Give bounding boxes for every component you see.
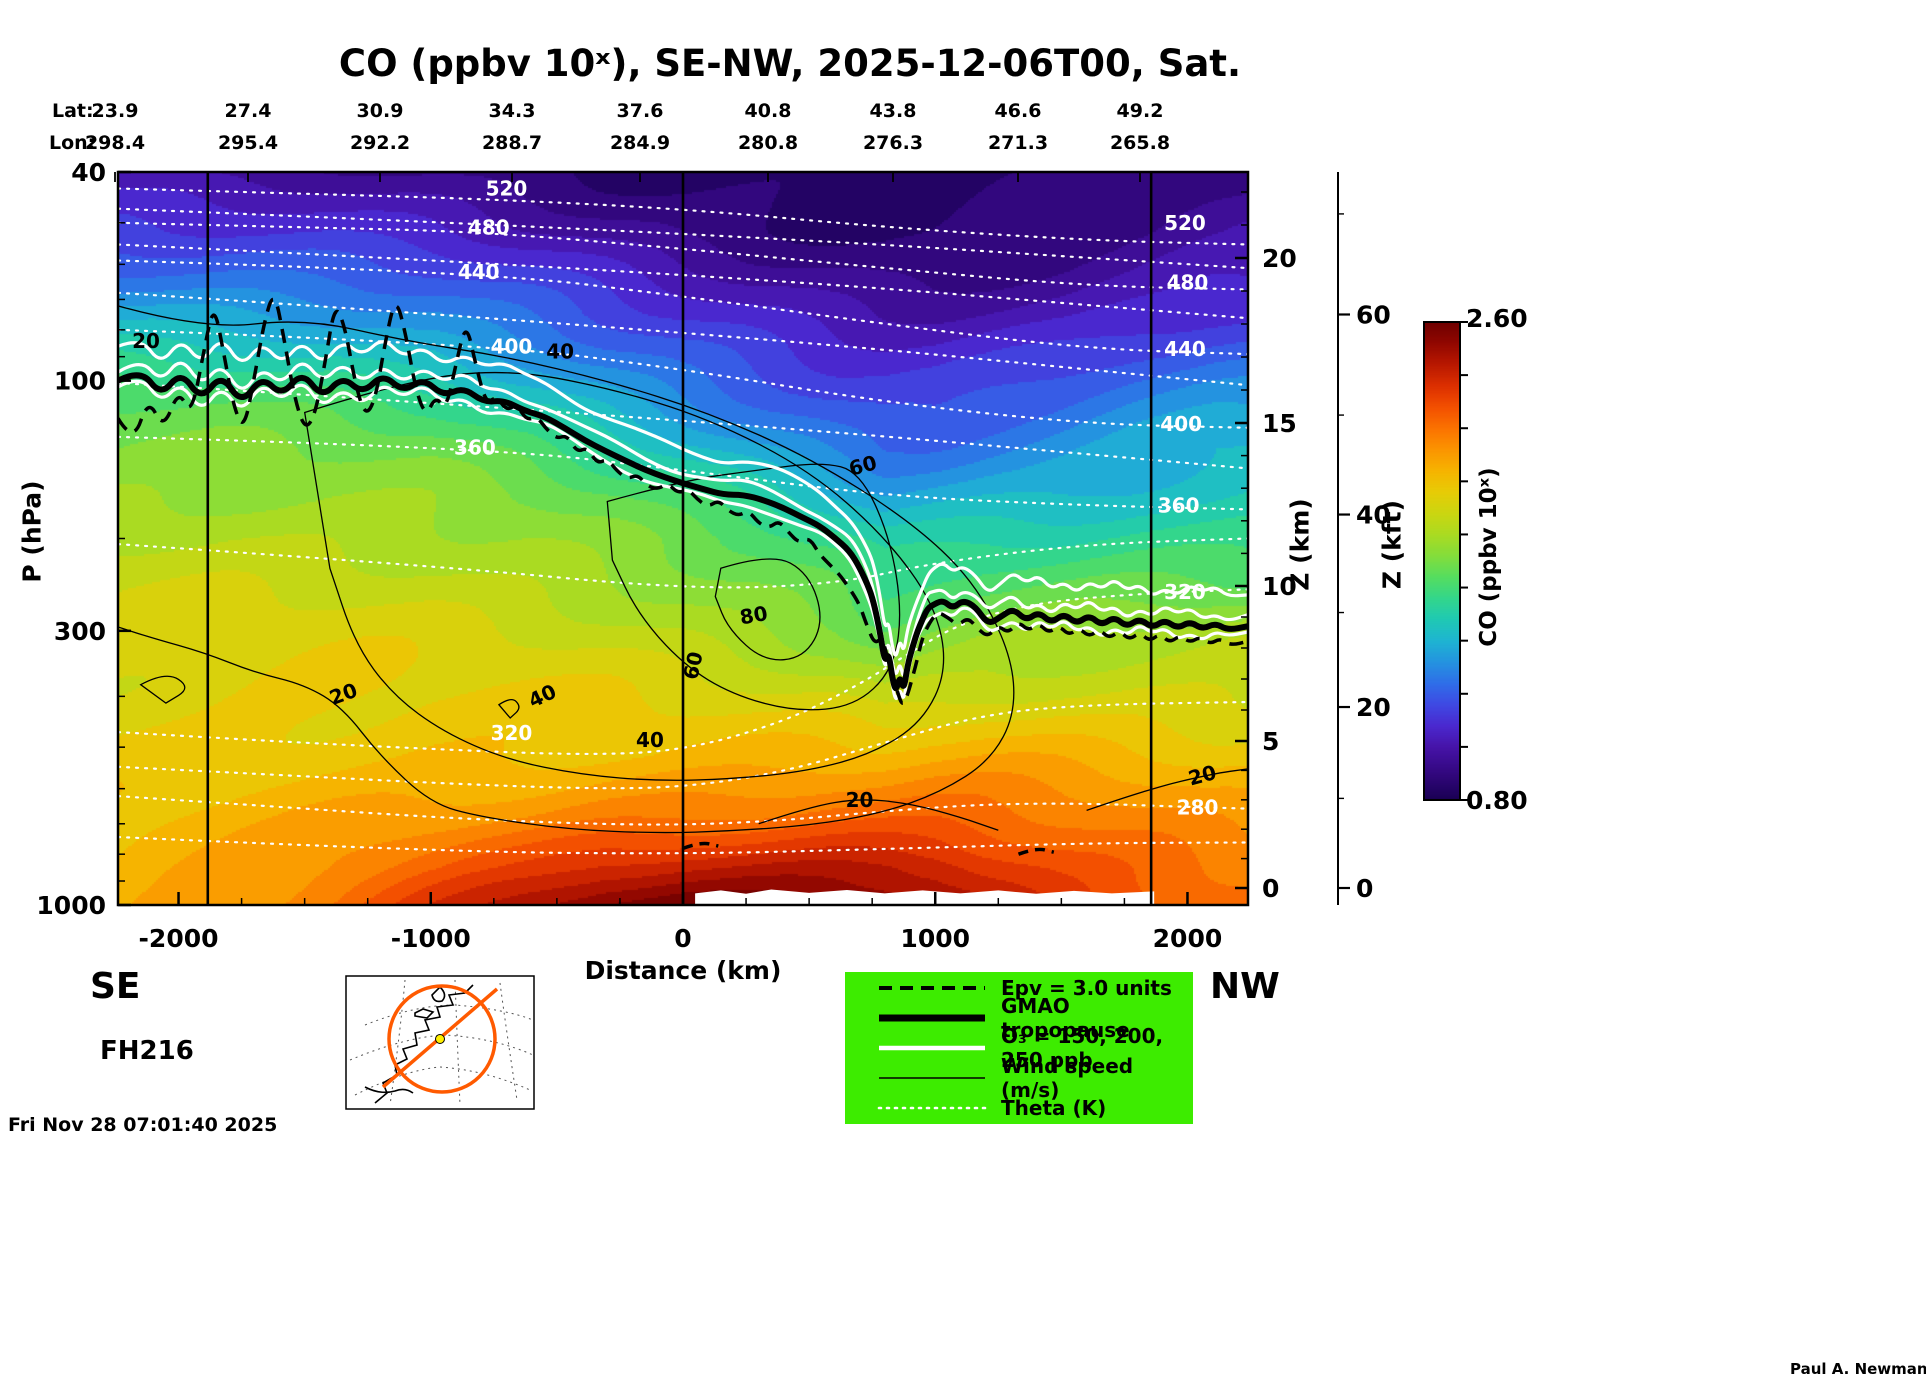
x-tick-label: -2000 [139, 924, 219, 953]
legend-label: O₃ = 150, 200, 250 ppb [1001, 1024, 1164, 1072]
p-tick-label: 1000 [36, 891, 106, 920]
legend-label: GMAO tropopause [1001, 994, 1130, 1042]
colorbar-gradient [1424, 322, 1460, 800]
corner-label-se: SE [90, 966, 141, 1007]
lon-prefix: Lon: [49, 132, 96, 154]
corner-label-nw: NW [1210, 966, 1280, 1007]
co-cross-section-field [118, 172, 1248, 905]
legend-item-2: O₃ = 150, 200, 250 ppb [845, 1024, 1193, 1072]
legend-item-1: GMAO tropopause [845, 994, 1193, 1042]
lat-value: 37.6 [616, 100, 664, 122]
colorbar-title: CO (ppbv 10ˣ) [1476, 467, 1502, 647]
lon-value: 265.8 [1109, 132, 1171, 154]
y-axis-label-zkm: Z (km) [1285, 498, 1315, 591]
lon-value: 284.9 [609, 132, 671, 154]
legend-item-0: Epv = 3.0 units [845, 975, 1193, 1001]
x-tick-label: 1000 [900, 924, 970, 953]
zkm-tick-label: 5 [1262, 727, 1279, 756]
legend-label: Wind speed (m/s) [1001, 1054, 1134, 1102]
p-tick-label: 100 [54, 367, 106, 396]
colorbar-min-label: 0.80 [1466, 786, 1528, 815]
lat-value: 34.3 [488, 100, 536, 122]
aircraft-marker [435, 1034, 445, 1044]
lon-value: 288.7 [481, 132, 543, 154]
lat-value: 40.8 [744, 100, 792, 122]
zkft-tick-label: 60 [1356, 300, 1391, 329]
zkm-tick-label: 0 [1262, 874, 1279, 903]
x-tick-label: 0 [674, 924, 691, 953]
legend-item-4: Theta (K) [845, 1095, 1193, 1121]
lon-value: 298.4 [84, 132, 146, 154]
lat-value: 43.8 [869, 100, 917, 122]
zkft-tick-label: 20 [1356, 693, 1391, 722]
legend-line-sample [879, 1077, 985, 1079]
lat-value: 30.9 [356, 100, 404, 122]
lat-prefix: Lat: [52, 100, 94, 122]
zkm-tick-label: 20 [1262, 244, 1297, 273]
transect-circle [387, 984, 497, 1094]
p-tick-label: 40 [71, 158, 106, 187]
colorbar-max-label: 2.60 [1466, 304, 1528, 333]
legend-label: Theta (K) [1001, 1096, 1107, 1120]
lat-value: 46.6 [994, 100, 1042, 122]
lat-value: 49.2 [1116, 100, 1164, 122]
credit: Paul A. Newman (NASA [1790, 1360, 1926, 1378]
legend-line-sample [877, 1106, 987, 1110]
legend: Epv = 3.0 units GMAO tropopause O₃ = 150, … [845, 972, 1193, 1124]
zkm-tick-label: 15 [1262, 409, 1297, 438]
flight-hour-label: FH216 [100, 1036, 194, 1066]
lon-value: 295.4 [217, 132, 279, 154]
y-axis-label-zkft: Z (kft) [1377, 499, 1407, 590]
lat-value: 27.4 [224, 100, 272, 122]
legend-line-sample [879, 1045, 985, 1051]
x-tick-label: 2000 [1153, 924, 1223, 953]
inset-map [345, 975, 535, 1110]
legend-item-3: Wind speed (m/s) [845, 1054, 1193, 1102]
zkft-tick-label: 0 [1356, 874, 1373, 903]
chart-title: CO (ppbv 10ˣ), SE-NW, 2025-12-06T00, Sat… [338, 42, 1242, 85]
lon-value: 276.3 [862, 132, 924, 154]
legend-label: Epv = 3.0 units [1001, 976, 1172, 1000]
lon-value: 280.8 [737, 132, 799, 154]
p-tick-label: 300 [54, 617, 106, 646]
y-axis-label-pressure: P (hPa) [17, 480, 47, 583]
lon-value: 271.3 [987, 132, 1049, 154]
x-axis-label: Distance (km) [584, 956, 782, 985]
legend-line-sample [879, 1014, 985, 1022]
lon-value: 292.2 [349, 132, 411, 154]
lat-value: 23.9 [91, 100, 139, 122]
legend-line-sample [879, 986, 985, 990]
timestamp: Fri Nov 28 07:01:40 2025 [8, 1114, 278, 1136]
x-tick-label: -1000 [391, 924, 471, 953]
